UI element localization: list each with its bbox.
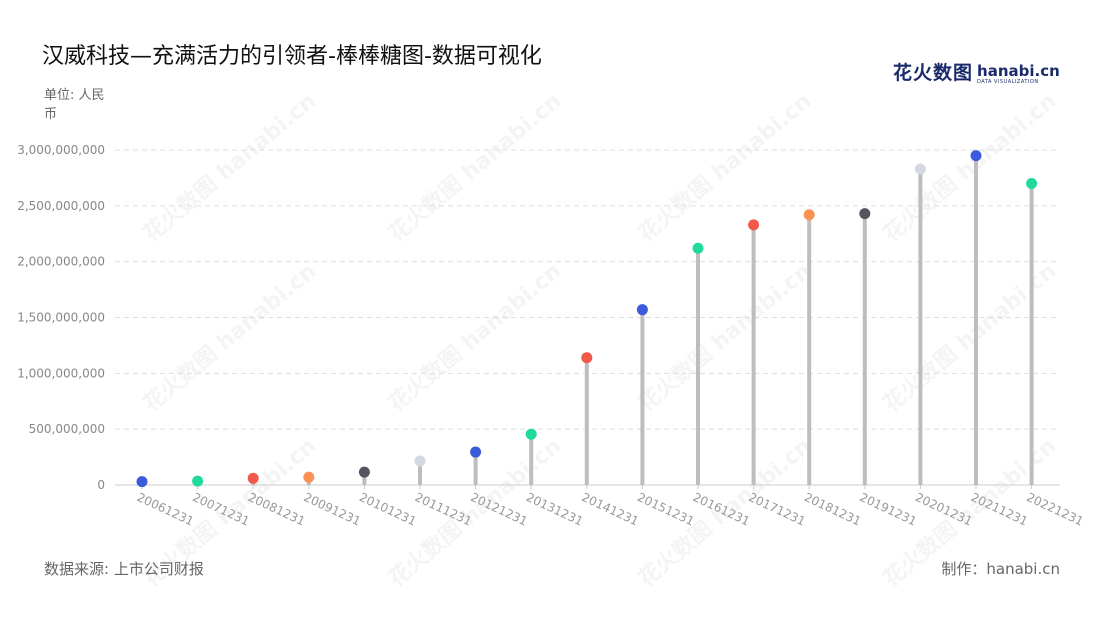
credit-text: 制作：hanabi.cn bbox=[941, 560, 1060, 578]
chart-title: 汉威科技—充满活力的引领者-棒棒糖图-数据可视化 bbox=[42, 44, 542, 69]
lollipop-point bbox=[414, 455, 426, 467]
lollipop-point bbox=[748, 219, 760, 231]
lollipop-point bbox=[859, 208, 871, 220]
x-tick-label: 20131231 bbox=[524, 490, 585, 529]
unit-label: 单位: 人民币 bbox=[44, 88, 105, 122]
x-tick-label-layer: 2006123120071231200812312009123120101231… bbox=[135, 490, 1086, 529]
lollipop-point bbox=[636, 304, 648, 316]
lollipop-point bbox=[1026, 178, 1038, 189]
logo-text-en-group: hanabi.cn DATA VISUALIZATION bbox=[977, 62, 1060, 86]
x-tick-label: 20081231 bbox=[246, 490, 307, 529]
lollipop-point bbox=[470, 446, 482, 458]
x-tick-label: 20121231 bbox=[468, 490, 529, 529]
lollipop-point bbox=[970, 150, 982, 162]
x-tick-label: 20071231 bbox=[190, 490, 251, 529]
y-tick-label: 2,500,000,000 bbox=[17, 199, 105, 213]
y-tick-label: 1,500,000,000 bbox=[17, 311, 105, 325]
x-tick-label: 20221231 bbox=[1024, 490, 1085, 529]
stem-layer bbox=[140, 155, 1034, 485]
x-tick-label: 20161231 bbox=[691, 490, 752, 529]
x-tick-label: 20141231 bbox=[580, 490, 641, 529]
y-tick-label: 1,000,000,000 bbox=[17, 366, 105, 380]
logo-text-cn: 花火数图 bbox=[893, 62, 974, 84]
grid-layer bbox=[115, 149, 1060, 430]
x-tick-label: 20171231 bbox=[746, 490, 807, 529]
lollipop-point bbox=[192, 475, 204, 487]
lollipop-point bbox=[303, 471, 315, 483]
x-tick-label: 20091231 bbox=[302, 490, 363, 529]
x-tick-label: 20201231 bbox=[913, 490, 974, 529]
lollipop-point bbox=[358, 466, 370, 478]
x-tick-label: 20061231 bbox=[135, 490, 196, 529]
x-tick-label: 20151231 bbox=[635, 490, 696, 529]
lollipop-point bbox=[692, 242, 704, 254]
y-tick-label: 3,000,000,000 bbox=[17, 143, 105, 157]
x-tick-label: 20111231 bbox=[413, 490, 474, 529]
lollipop-point bbox=[581, 352, 593, 364]
lollipop-point bbox=[136, 476, 148, 488]
x-tick-label: 20191231 bbox=[858, 490, 919, 529]
x-tick-label: 20181231 bbox=[802, 490, 863, 529]
data-source: 数据来源: 上市公司财报 bbox=[44, 560, 204, 578]
y-tick-label: 2,000,000,000 bbox=[17, 255, 105, 269]
logo-text-en: hanabi.cn bbox=[977, 62, 1060, 80]
lollipop-point bbox=[914, 163, 926, 175]
dot-layer bbox=[136, 150, 1038, 488]
lollipop-point bbox=[803, 209, 815, 221]
axis-layer: 0 500,000,000 1,000,000,000 1,500,000,000 2,… bbox=[17, 143, 1060, 492]
y-tick-label: 500,000,000 bbox=[29, 422, 105, 436]
lollipop-point bbox=[247, 472, 259, 484]
logo-tagline: DATA VISUALIZATION bbox=[977, 79, 1039, 85]
x-tick-label: 20211231 bbox=[969, 490, 1030, 529]
brand-logo: 花火数图 hanabi.cn DATA VISUALIZATION bbox=[893, 58, 1060, 85]
lollipop-point bbox=[525, 428, 537, 440]
x-tick-label: 20101231 bbox=[357, 490, 418, 529]
y-tick-label: 0 bbox=[97, 478, 105, 492]
